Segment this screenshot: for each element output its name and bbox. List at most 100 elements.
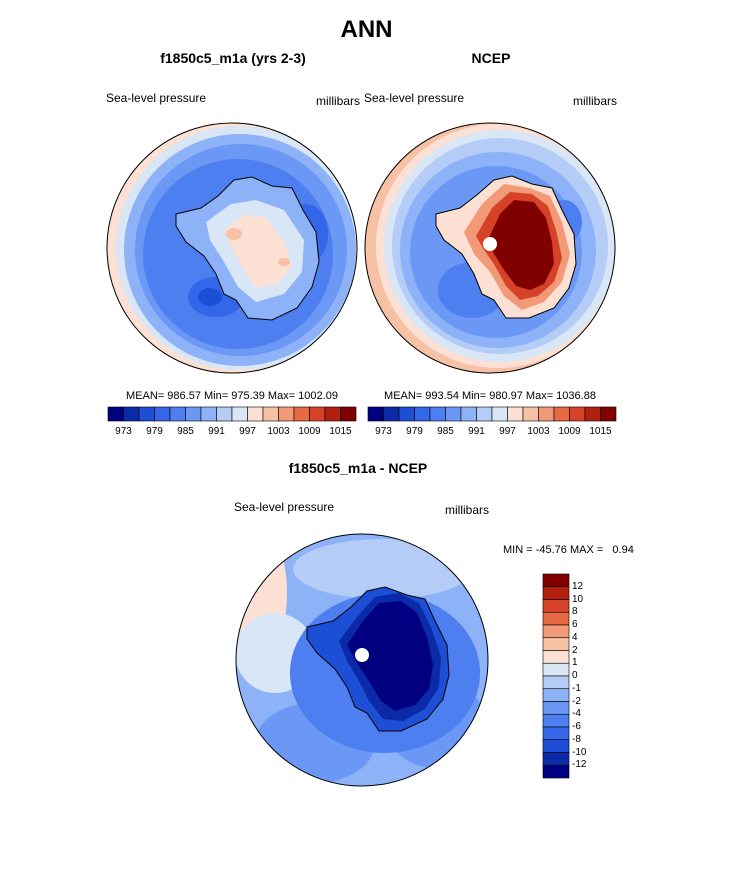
- diff-colorbar-tick: 2: [572, 644, 578, 656]
- obs-colorbar-swatch: [414, 406, 431, 422]
- model-colorbar-swatch: [247, 406, 264, 422]
- model-polar-map: [106, 122, 358, 374]
- obs-colorbar-swatch: [522, 406, 539, 422]
- model-low-region: [198, 288, 222, 306]
- diff-colorbar-swatch: [542, 611, 570, 626]
- obs-colorbar-tick: 997: [499, 426, 516, 437]
- model-colorbar-swatch: [185, 406, 202, 422]
- model-colorbar-ticks: 973 979 985 991 997 1003 1009 1015: [108, 426, 356, 440]
- model-colorbar-tick: 985: [177, 426, 194, 437]
- obs-colorbar-swatch: [507, 406, 524, 422]
- diff-colorbar-swatch: [542, 726, 570, 741]
- diff-colorbar-swatch: [542, 650, 570, 664]
- obs-stats: MEAN= 993.54 Min= 980.97 Max= 1036.88: [384, 390, 596, 402]
- model-variable-label: Sea-level pressure: [106, 91, 207, 105]
- obs-map-boundary: [364, 122, 616, 374]
- diff-variable-label: Sea-level pressure: [234, 500, 335, 514]
- model-colorbar-swatch: [138, 406, 155, 422]
- obs-colorbar-swatch: [584, 406, 601, 422]
- model-colorbar-tick: 991: [208, 426, 225, 437]
- obs-colorbar-tick: 973: [375, 426, 392, 437]
- obs-units-label: millibars: [573, 94, 618, 108]
- diff-colorbar-tick: -12: [572, 759, 587, 771]
- diff-colorbar-swatch: [542, 599, 570, 613]
- diff-contour-band: [293, 539, 473, 599]
- model-colorbar-swatch: [231, 406, 248, 422]
- diff-colorbar-swatch: [542, 637, 570, 651]
- model-colorbar-tick: 1015: [329, 426, 352, 437]
- obs-colorbar-ticks: 973 979 985 991 997 1003 1009 1015: [368, 426, 616, 440]
- obs-colorbar-tick: 1003: [527, 426, 550, 437]
- obs-high-region: [488, 200, 554, 290]
- model-colorbar-swatch: [309, 406, 326, 422]
- diff-colorbar-tick: -1: [572, 682, 581, 694]
- diff-colorbar: [542, 573, 570, 779]
- model-colorbar-swatch: [123, 406, 140, 422]
- model-colorbar-tick: 1003: [267, 426, 290, 437]
- diff-negative-core: [347, 601, 433, 711]
- obs-colorbar-tick: 979: [406, 426, 423, 437]
- model-colorbar-tick: 997: [239, 426, 256, 437]
- obs-colorbar-swatch: [600, 406, 617, 422]
- model-high-region: [278, 258, 290, 266]
- model-colorbar-tick: 1009: [298, 426, 321, 437]
- model-units-label: millibars: [316, 94, 361, 108]
- diff-colorbar-ticks: 12 10 8 6 4 2 1 0 -1 -2 -4 -6 -8 -10 -12: [572, 574, 612, 778]
- model-stats: MEAN= 986.57 Min= 975.39 Max= 1002.09: [126, 390, 338, 402]
- model-colorbar-swatch: [262, 406, 279, 422]
- diff-colorbar-tick: -2: [572, 695, 581, 707]
- obs-colorbar-swatch: [476, 406, 493, 422]
- obs-colorbar-swatch: [398, 406, 415, 422]
- obs-colorbar-swatch: [569, 406, 586, 422]
- obs-polar-map: [364, 122, 616, 374]
- model-colorbar-swatch: [169, 406, 186, 422]
- model-colorbar-swatch: [107, 406, 124, 422]
- diff-panel-title: f1850c5_m1a - NCEP: [288, 460, 428, 476]
- diff-pole-marker: [355, 648, 369, 662]
- obs-colorbar-swatch: [491, 406, 508, 422]
- obs-panel-title: NCEP: [471, 50, 511, 66]
- model-colorbar-swatch: [200, 406, 217, 422]
- diff-colorbar-tick: -6: [572, 721, 581, 732]
- model-colorbar: [107, 406, 357, 422]
- obs-colorbar-swatch: [429, 406, 446, 422]
- diff-units-label: millibars: [445, 503, 490, 517]
- diff-colorbar-swatch: [542, 713, 570, 728]
- diff-colorbar-tick: 0: [572, 670, 578, 681]
- model-high-region: [226, 228, 242, 240]
- diff-colorbar-tick: 12: [572, 580, 584, 592]
- model-colorbar-swatch: [340, 406, 357, 422]
- page-title: ANN: [340, 16, 393, 43]
- diff-colorbar-swatch: [542, 764, 570, 779]
- obs-variable-label: Sea-level pressure: [364, 91, 465, 105]
- diff-stats: MIN = -45.76 MAX = 0.94: [503, 544, 634, 556]
- model-colorbar-swatch: [154, 406, 171, 422]
- diff-colorbar-tick: 4: [572, 631, 578, 643]
- model-colorbar-tick: 973: [115, 426, 132, 437]
- model-panel-title: f1850c5_m1a (yrs 2-3): [160, 50, 306, 66]
- diff-colorbar-tick: 10: [572, 593, 584, 605]
- model-colorbar-swatch: [278, 406, 295, 422]
- diff-colorbar-swatch: [542, 573, 570, 588]
- diff-colorbar-tick: -8: [572, 733, 581, 745]
- diff-colorbar-swatch: [542, 688, 570, 702]
- obs-colorbar-swatch: [367, 406, 384, 422]
- obs-colorbar-swatch: [383, 406, 400, 422]
- diff-colorbar-swatch: [542, 701, 570, 715]
- obs-pole-marker: [483, 237, 497, 251]
- diff-colorbar-tick: 1: [572, 657, 578, 669]
- diff-colorbar-tick: -4: [572, 708, 581, 720]
- obs-colorbar: [367, 406, 617, 422]
- obs-colorbar-tick: 1015: [589, 426, 612, 437]
- diff-colorbar-tick: -10: [572, 746, 587, 758]
- obs-colorbar-tick: 985: [437, 426, 454, 437]
- diff-colorbar-swatch: [542, 586, 570, 600]
- model-colorbar-tick: 979: [146, 426, 163, 437]
- model-colorbar-swatch: [293, 406, 310, 422]
- diff-polar-map: [235, 533, 489, 787]
- diff-colorbar-tick: 6: [572, 619, 578, 630]
- model-colorbar-swatch: [216, 406, 233, 422]
- model-map-boundary: [106, 122, 358, 374]
- diff-map-boundary: [235, 533, 489, 787]
- obs-colorbar-tick: 991: [468, 426, 485, 437]
